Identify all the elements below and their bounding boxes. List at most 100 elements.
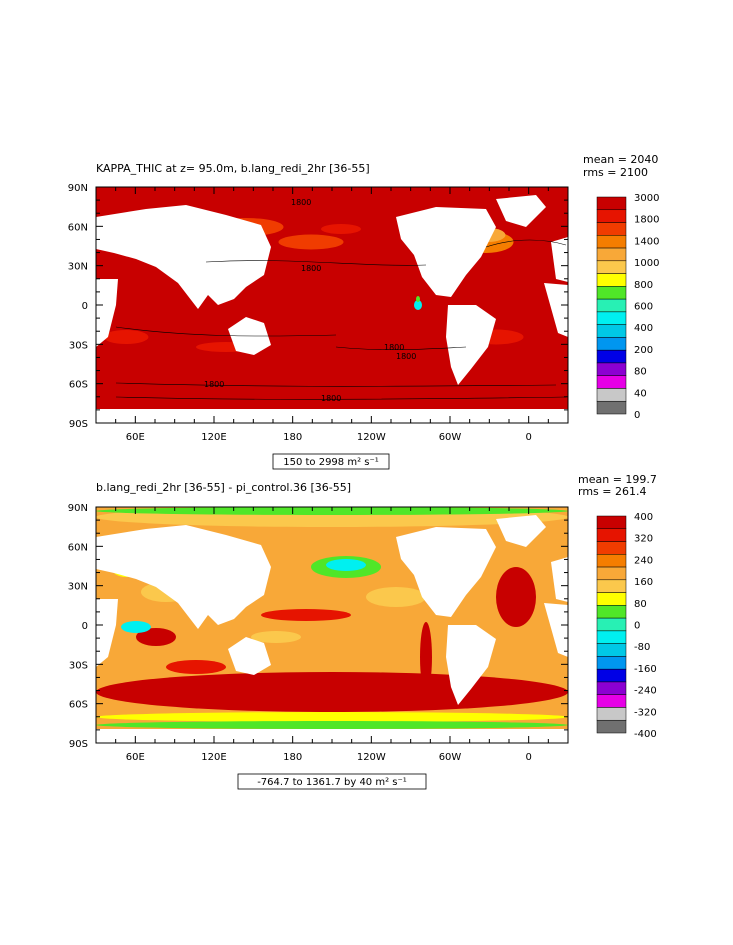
contour-line — [485, 239, 567, 248]
land-mask — [228, 637, 271, 675]
colorbar-swatch — [596, 592, 627, 606]
field-patch — [136, 628, 176, 646]
lat-label: 60N — [68, 542, 88, 553]
contour-line — [115, 396, 567, 400]
land-mask — [446, 625, 496, 705]
colorbar-label: 1400 — [634, 236, 659, 247]
contour-line — [335, 346, 467, 351]
field-patch — [103, 330, 149, 344]
colorbar-swatch — [596, 515, 627, 530]
lon-label: 120E — [201, 432, 226, 443]
field-patch — [121, 621, 151, 633]
colorbar-label: 3000 — [634, 193, 659, 204]
colorbar-swatch — [596, 656, 627, 670]
colorbar-swatch — [596, 273, 627, 287]
land-mask — [544, 603, 568, 657]
colorbar-swatch — [596, 337, 627, 351]
contour-line — [115, 326, 337, 337]
field-patch — [261, 609, 351, 621]
colorbar-swatch — [596, 209, 627, 223]
colorbar-swatch — [596, 707, 627, 721]
lat-label: 30S — [69, 660, 88, 671]
stat-rms: rms = 261.4 — [578, 485, 646, 498]
contour-label: 1800 — [396, 352, 416, 361]
colorbar-swatch — [596, 196, 627, 211]
colorbar-label: -320 — [634, 707, 657, 718]
colorbar-label: 400 — [634, 512, 653, 523]
lat-label: 90S — [69, 739, 88, 750]
field-patch — [416, 296, 420, 302]
panel-title: b.lang_redi_2hr [36-55] - pi_control.36 … — [96, 481, 351, 494]
lat-label: 30S — [69, 340, 88, 351]
colorbar-label: 800 — [634, 280, 653, 291]
colorbar-swatch — [596, 400, 627, 415]
panel-kappa-thic: KAPPA_THIC at z= 95.0m, b.lang_redi_2hr … — [68, 153, 659, 470]
lon-label: 120E — [201, 752, 226, 763]
colorbar-label: 240 — [634, 555, 653, 566]
colorbar-swatch — [596, 362, 627, 376]
colorbar-label: 320 — [634, 534, 653, 545]
lon-label: 60W — [439, 432, 462, 443]
lat-label: 90S — [69, 419, 88, 430]
field-patch — [96, 712, 568, 722]
stat-rms: rms = 2100 — [583, 166, 648, 179]
colorbar-swatch — [596, 566, 627, 581]
lat-label: 60S — [69, 380, 88, 391]
land-mask — [96, 525, 271, 629]
colorbar-swatch — [596, 554, 627, 568]
lat-label: 0 — [82, 621, 88, 632]
contour-label: 1800 — [291, 198, 311, 207]
field-patch — [251, 631, 301, 643]
range-box — [237, 773, 427, 790]
colorbar-swatch — [596, 694, 627, 708]
colorbar-label: 0 — [634, 621, 640, 632]
colorbar-swatch — [596, 668, 627, 683]
stat-mean: mean = 2040 — [583, 153, 658, 166]
lon-label: 120W — [357, 432, 386, 443]
land-mask — [96, 205, 271, 309]
field-patch — [96, 721, 568, 729]
field-patch — [496, 567, 536, 627]
lat-label: 30N — [68, 262, 88, 273]
colorbar-swatch — [596, 630, 627, 644]
land-mask — [496, 515, 546, 547]
colorbar-swatch — [596, 719, 627, 734]
colorbar-label: -400 — [634, 729, 657, 740]
panel-title: KAPPA_THIC at z= 95.0m, b.lang_redi_2hr … — [96, 162, 370, 175]
field-patch — [366, 587, 426, 607]
land-mask — [96, 279, 118, 347]
colorbar-label: 200 — [634, 345, 653, 356]
colorbar-label: -240 — [634, 686, 657, 697]
field-patch — [96, 672, 568, 712]
colorbar-label: 400 — [634, 323, 653, 334]
colorbar-swatch — [596, 247, 627, 262]
contour-line — [115, 382, 557, 387]
field-patch — [321, 224, 361, 234]
land-mask — [551, 557, 568, 602]
lon-label: 60W — [439, 752, 462, 763]
lon-label: 120W — [357, 752, 386, 763]
colorbar-label: 40 — [634, 388, 647, 399]
land-mask — [96, 599, 118, 667]
stat-mean: mean = 199.7 — [578, 473, 657, 486]
colorbar-swatch — [596, 286, 627, 300]
lat-label: 0 — [82, 301, 88, 312]
land-mask — [396, 527, 496, 617]
lat-label: 90N — [68, 503, 88, 514]
colorbar-swatch — [596, 617, 627, 632]
lat-label: 30N — [68, 582, 88, 593]
colorbar-swatch — [596, 681, 627, 695]
contour-line — [205, 260, 427, 266]
land-mask — [544, 283, 568, 337]
lat-label: 90N — [68, 183, 88, 194]
range-label: -764.7 to 1361.7 by 40 m² s⁻¹ — [257, 777, 407, 788]
lon-label: 180 — [283, 432, 302, 443]
colorbar-swatch — [596, 260, 627, 274]
colorbar-swatch — [596, 643, 627, 657]
contour-label: 1800 — [321, 394, 341, 403]
panel-difference: b.lang_redi_2hr [36-55] - pi_control.36 … — [68, 473, 657, 790]
colorbar-swatch — [596, 298, 627, 313]
colorbar-label: -80 — [634, 642, 650, 653]
colorbar-label: 1800 — [634, 215, 659, 226]
